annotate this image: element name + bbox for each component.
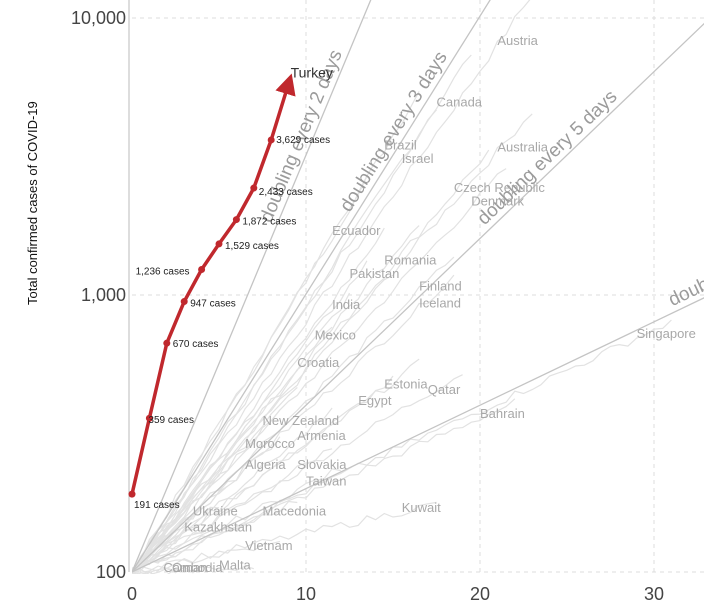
x-tick-label: 0 xyxy=(127,584,137,604)
country-label: Romania xyxy=(384,252,437,267)
doubling-label: doubling xyxy=(665,261,704,311)
country-label: Kazakhstan xyxy=(184,520,252,535)
country-label: New Zealand xyxy=(263,413,340,428)
turkey-case-label: 191 cases xyxy=(134,500,180,511)
country-line xyxy=(132,175,368,573)
country-label: Austria xyxy=(497,33,538,48)
x-tick-label: 20 xyxy=(470,584,490,604)
country-label: Algeria xyxy=(245,457,286,472)
country-label: India xyxy=(332,297,361,312)
turkey-line xyxy=(130,73,296,495)
axes: 100 1,000 10,000 0 10 20 30 Total confirmed cas… xyxy=(25,0,664,604)
turkey-case-label: 947 cases xyxy=(190,299,236,310)
country-label: Taiwan xyxy=(306,474,346,489)
country-label: Oman xyxy=(172,560,207,575)
turkey-point xyxy=(250,184,258,192)
country-label: Mexico xyxy=(315,328,356,343)
country-label: Cambodia xyxy=(163,560,223,575)
doubling-reference-lines xyxy=(132,0,704,573)
country-label: Israel xyxy=(402,151,434,166)
turkey-point xyxy=(232,216,240,224)
turkey-case-label: 1,872 cases xyxy=(242,217,296,228)
country-label: Malta xyxy=(219,558,252,573)
country-line xyxy=(132,168,507,569)
doubling-line xyxy=(132,22,704,573)
turkey-series: 191 cases 359 cases 670 cases 947 cases 1,23… xyxy=(128,65,333,511)
turkey-case-label: 670 cases xyxy=(173,339,219,350)
turkey-point xyxy=(180,298,188,306)
country-label: Pakistan xyxy=(350,266,400,281)
country-line xyxy=(132,274,455,574)
country-line xyxy=(132,319,672,574)
country-label: Armenia xyxy=(297,428,346,443)
country-line xyxy=(132,227,385,573)
country-label: Qatar xyxy=(428,382,461,397)
country-label: Canada xyxy=(437,94,483,109)
country-line xyxy=(132,256,455,573)
country-label: Brazil xyxy=(384,138,417,153)
x-tick-label: 10 xyxy=(296,584,316,604)
country-line xyxy=(132,506,220,574)
country-label: Bahrain xyxy=(480,406,525,421)
turkey-series-label: Turkey xyxy=(291,65,333,81)
background-country-lines xyxy=(132,0,672,574)
country-label: Kuwait xyxy=(402,500,441,515)
country-label: Croatia xyxy=(297,355,340,370)
country-label: Czech Republic xyxy=(454,180,546,195)
country-line xyxy=(132,398,516,569)
country-label: Morocco xyxy=(245,436,295,451)
doubling-line xyxy=(132,0,372,573)
country-line xyxy=(132,567,194,574)
doubling-line xyxy=(132,0,491,573)
turkey-point xyxy=(128,490,136,498)
x-tick-label: 30 xyxy=(644,584,664,604)
turkey-point xyxy=(198,266,206,274)
y-tick-label: 1,000 xyxy=(81,285,126,305)
country-label: Australia xyxy=(497,139,548,154)
turkey-case-label: 359 cases xyxy=(148,415,194,426)
country-line xyxy=(132,485,229,570)
country-line xyxy=(132,374,463,574)
country-label: Iceland xyxy=(419,296,461,311)
country-line xyxy=(132,292,351,574)
turkey-point xyxy=(145,414,153,422)
country-line xyxy=(132,500,298,573)
country-label: Egypt xyxy=(358,393,392,408)
turkey-point xyxy=(267,136,275,144)
country-line xyxy=(132,448,333,574)
country-label: Denmark xyxy=(471,194,524,209)
turkey-case-label: 1,236 cases xyxy=(136,267,190,278)
turkey-case-label: 2,433 cases xyxy=(259,187,313,198)
turkey-point xyxy=(215,240,223,248)
y-axis-label: Total confirmed cases of COVID-19 xyxy=(25,101,40,305)
turkey-point xyxy=(163,339,171,347)
country-line xyxy=(132,436,281,569)
country-label: Finland xyxy=(419,278,462,293)
doubling-line xyxy=(132,297,704,573)
country-label: Singapore xyxy=(637,326,696,341)
country-label: Ecuador xyxy=(332,223,381,238)
country-line xyxy=(132,358,420,570)
country-line xyxy=(132,0,531,572)
country-label: Slovakia xyxy=(297,457,347,472)
country-label: Macedonia xyxy=(263,503,327,518)
country-line xyxy=(133,375,394,574)
y-tick-label: 100 xyxy=(96,562,126,582)
turkey-case-label: 1,529 cases xyxy=(225,241,279,252)
country-label: Estonia xyxy=(384,376,428,391)
country-label: Vietnam xyxy=(245,538,292,553)
country-line xyxy=(132,386,298,569)
country-line xyxy=(132,468,341,574)
turkey-case-label: 3,629 cases xyxy=(276,135,330,146)
y-tick-label: 10,000 xyxy=(71,8,126,28)
country-label: Ukraine xyxy=(193,503,238,518)
doubling-label: doubling every 3 days xyxy=(336,48,452,216)
country-line xyxy=(132,109,437,574)
